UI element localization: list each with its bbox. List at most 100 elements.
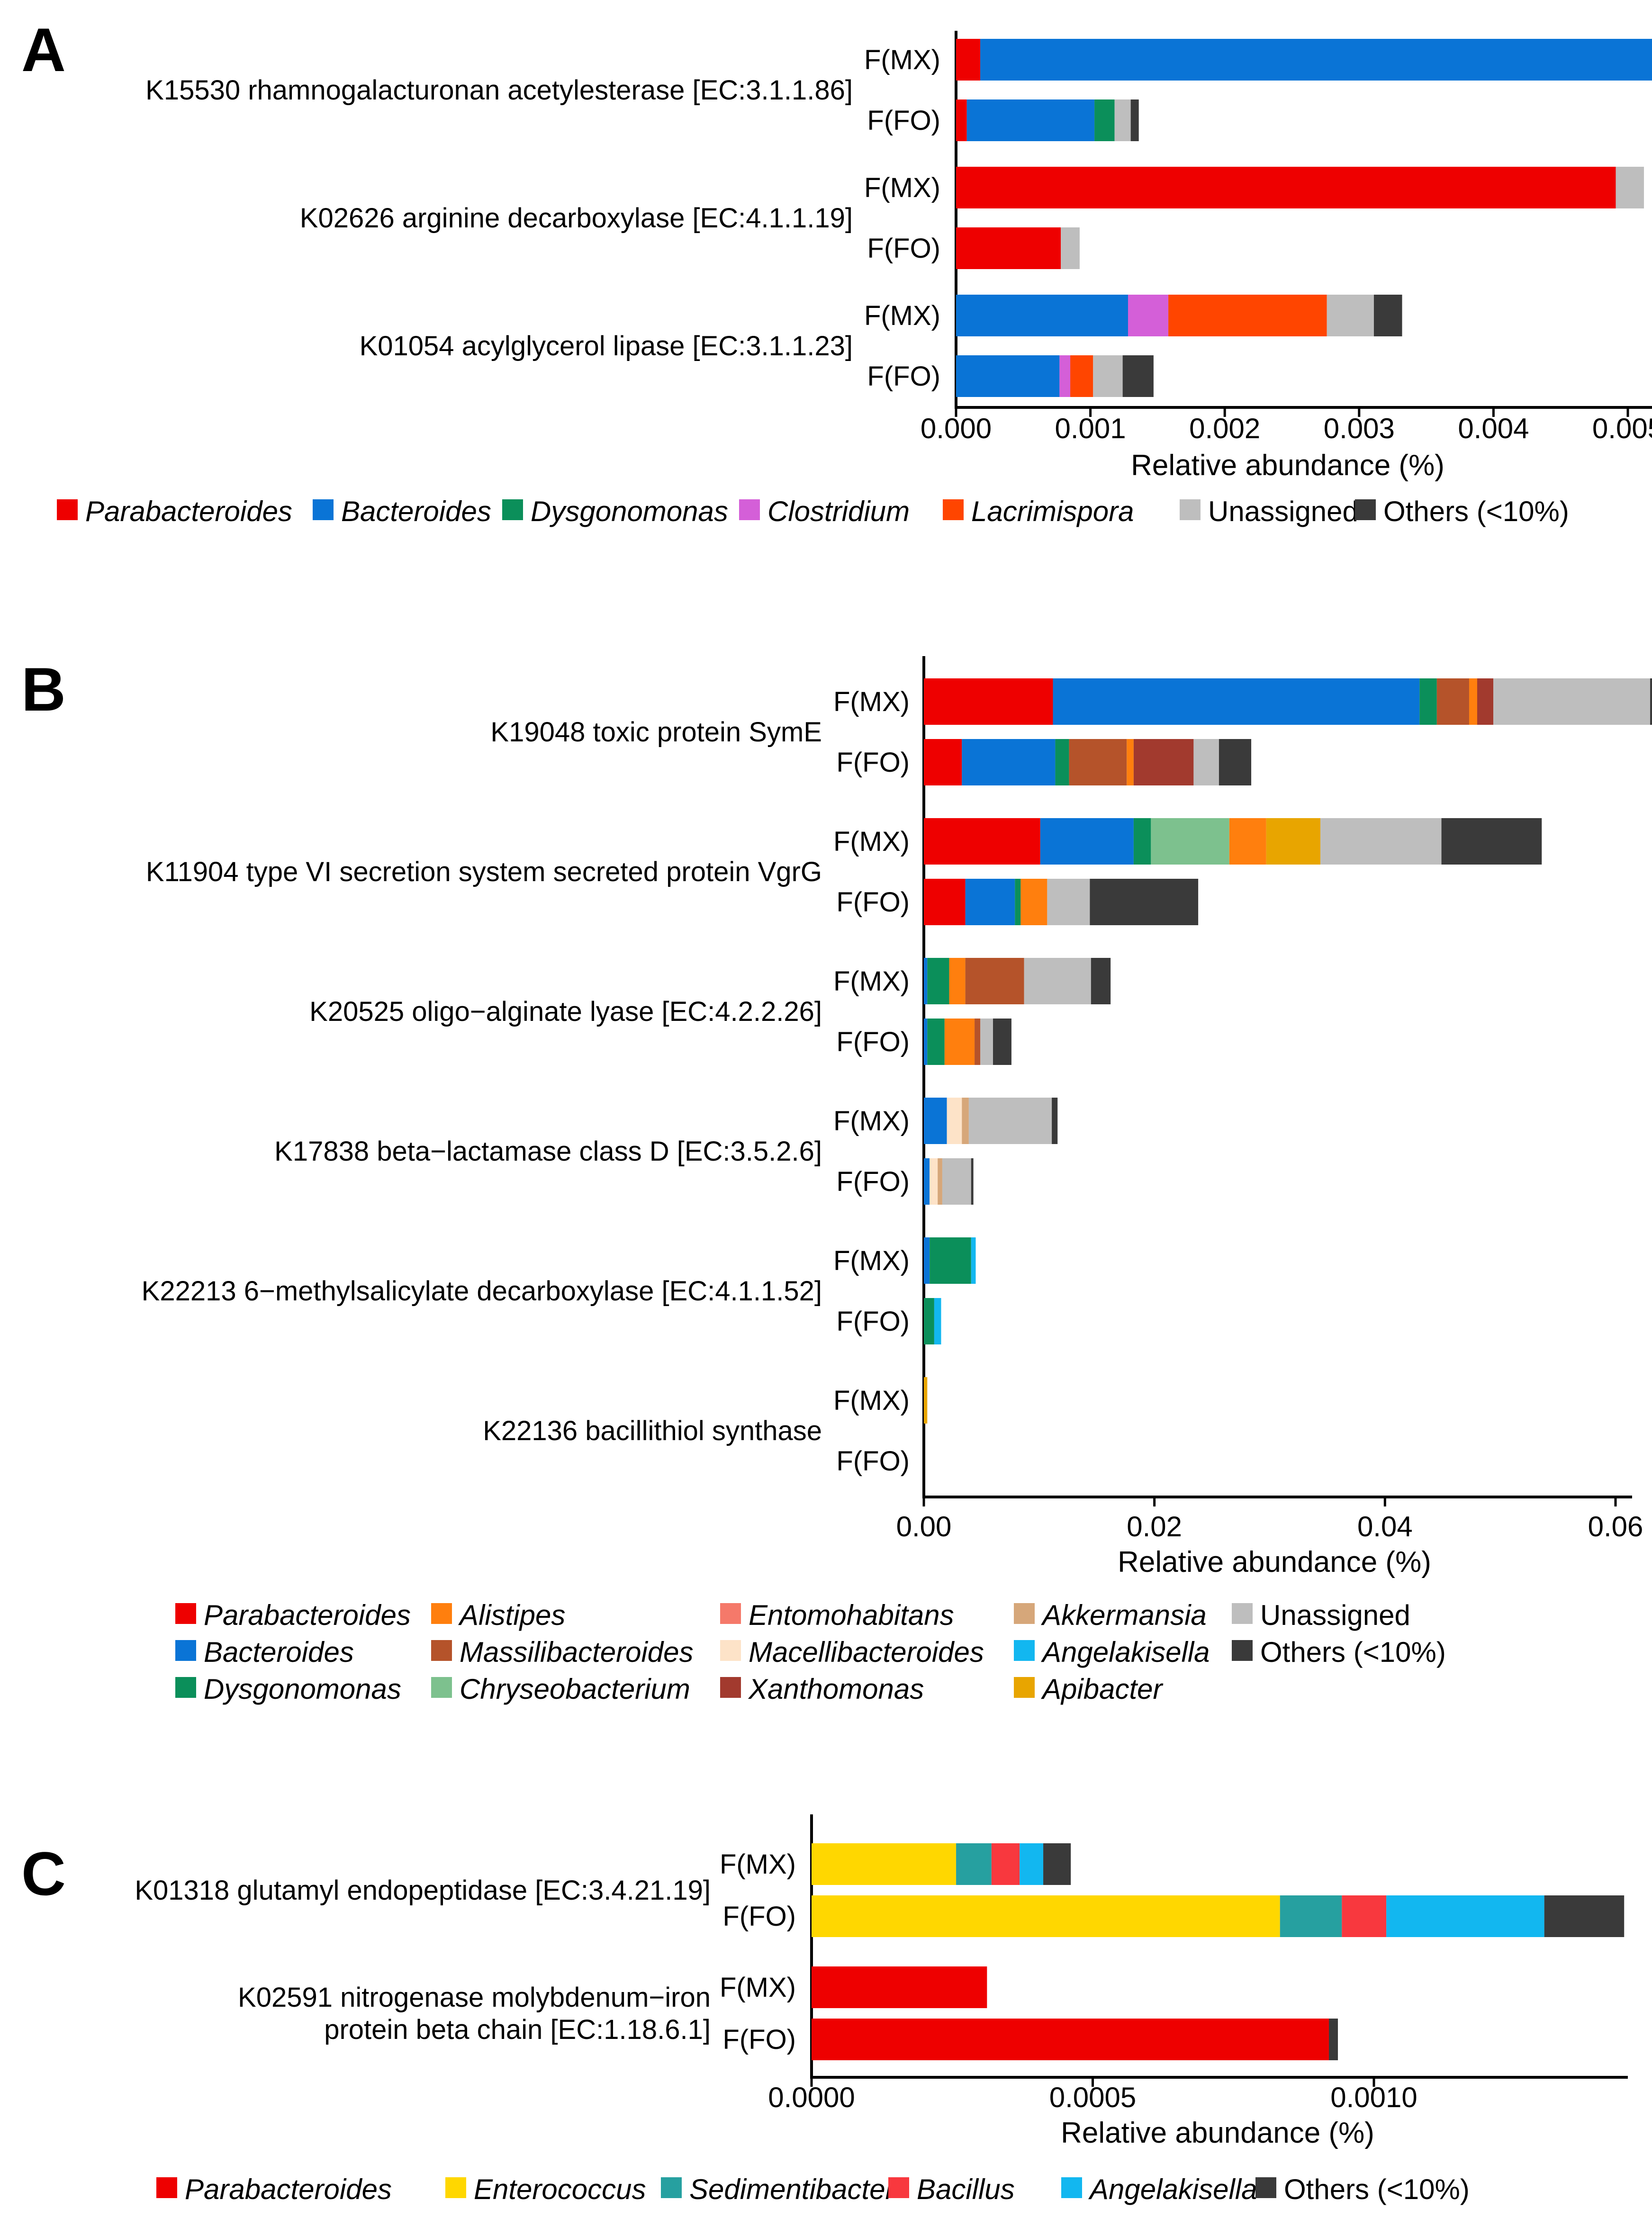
- x-tick-label: 0.04: [1357, 1511, 1413, 1542]
- bar-segment-others-10: [1329, 2019, 1338, 2060]
- legend-item-parabacteroides: Parabacteroides: [57, 496, 292, 527]
- panel-letter: B: [21, 655, 66, 724]
- legend-swatch: [888, 2177, 909, 2198]
- legend-swatch: [720, 1640, 741, 1661]
- bar-segment-unassigned: [1047, 879, 1090, 925]
- bar-segment-sedimentibacter: [1280, 1895, 1342, 1937]
- legend-label: Others (<10%): [1284, 2173, 1470, 2205]
- legend-label: Sedimentibacter: [689, 2173, 896, 2205]
- legend-label: Alistipes: [458, 1599, 565, 1631]
- bar-segment-parabacteroides: [812, 1966, 987, 2008]
- bar-group: K22136 bacillithiol synthase F(MX) F(FO): [483, 1377, 928, 1477]
- x-axis-title: Relative abundance (%): [1061, 2117, 1374, 2149]
- bar-segment-bacteroides: [924, 1158, 930, 1205]
- legend-item-dysgonomonas: Dysgonomonas: [502, 496, 728, 527]
- sample-label: F(MX): [720, 1849, 796, 1880]
- bar-segment-chryseobacterium: [1151, 818, 1229, 865]
- group-label: K22213 6−methylsalicylate decarboxylase …: [142, 1276, 822, 1307]
- sample-label: F(FO): [836, 1166, 910, 1197]
- bar-segment-enterococcus: [812, 1843, 957, 1885]
- legend-swatch: [445, 2177, 466, 2198]
- bar-segment-parabacteroides: [924, 818, 1040, 865]
- bar-segment-clostridium: [1128, 295, 1169, 336]
- bar-segment-others-10: [1052, 1098, 1058, 1144]
- bar-segment-others-10: [1650, 678, 1652, 725]
- legend-item-massilibacteroides: Massilibacteroides: [431, 1636, 694, 1668]
- bar-segment-apibacter: [924, 1377, 928, 1424]
- x-tick-label: 0.02: [1127, 1511, 1182, 1542]
- group-label: K02626 arginine decarboxylase [EC:4.1.1.…: [300, 203, 853, 234]
- sample-label: F(MX): [864, 45, 940, 75]
- legend-label: Dysgonomonas: [204, 1673, 401, 1705]
- bar-group: K01318 glutamyl endopeptidase [EC:3.4.21…: [135, 1843, 1625, 1937]
- sample-label: F(FO): [867, 233, 940, 264]
- legend-swatch: [175, 1640, 196, 1661]
- bar-segment-bacteroides: [924, 1237, 930, 1284]
- sample-label: F(FO): [836, 1027, 910, 1057]
- sample-label: F(MX): [864, 300, 940, 331]
- bar-segment-bacteroides: [962, 739, 1056, 785]
- panel-a: A 0.000 0.001 0.002 0.003 0.004 0.005 Relative …: [21, 15, 1652, 527]
- sample-label: F(MX): [864, 172, 940, 203]
- bar-segment-dysgonomonas: [927, 958, 949, 1004]
- legend-label: Clostridium: [767, 496, 910, 527]
- legend-label: Enterococcus: [474, 2173, 646, 2205]
- bar-group: K20525 oligo−alginate lyase [EC:4.2.2.26…: [309, 958, 1111, 1065]
- bar-segment-macellibacteroides: [947, 1098, 962, 1144]
- legend-swatch: [431, 1677, 452, 1698]
- bar-segment-others-10: [1373, 295, 1402, 336]
- sample-label: F(MX): [720, 1972, 796, 2003]
- bar-segment-bacteroides: [1053, 678, 1420, 725]
- bar-segment-others-10: [971, 1158, 974, 1205]
- legend-label: Massilibacteroides: [460, 1636, 694, 1668]
- bar-segment-dysgonomonas: [927, 1019, 945, 1065]
- legend-label: Chryseobacterium: [460, 1673, 690, 1705]
- legend-swatch: [720, 1677, 741, 1698]
- bar-segment-massilibacteroides: [1069, 739, 1127, 785]
- x-axis-title: Relative abundance (%): [1131, 449, 1444, 482]
- sample-label: F(FO): [836, 887, 910, 918]
- bar-segment-angelakisella: [971, 1237, 976, 1284]
- legend-swatch: [502, 499, 523, 520]
- bar-group: K02591 nitrogenase molybdenum−ironprotei…: [238, 1966, 1338, 2060]
- legend: Parabacteroides Enterococcus Sedimentibact…: [156, 2173, 1470, 2205]
- legend-swatch: [156, 2177, 177, 2198]
- legend-label: Lacrimispora: [971, 496, 1134, 527]
- legend-swatch: [313, 499, 334, 520]
- bar-segment-bacteroides: [924, 1019, 928, 1065]
- legend-label: Xanthomonas: [748, 1673, 924, 1705]
- sample-label: F(MX): [833, 966, 910, 997]
- legend-label: Bacillus: [917, 2173, 1015, 2205]
- legend-swatch: [175, 1677, 196, 1698]
- bar-segment-bacteroides: [956, 295, 1128, 336]
- legend: Parabacteroides Bacteroides Dysgonomonas Cl…: [57, 496, 1569, 527]
- x-tick-label: 0.002: [1189, 413, 1260, 444]
- legend-label: Others (<10%): [1383, 496, 1569, 527]
- bar-segment-unassigned: [1327, 295, 1374, 336]
- bar-segment-sedimentibacter: [956, 1843, 992, 1885]
- bar-segment-unassigned: [1024, 958, 1091, 1004]
- legend-item-others-10: Others (<10%): [1232, 1636, 1446, 1668]
- bar-segment-apibacter: [1266, 818, 1321, 865]
- bar-segment-akkermansia: [938, 1158, 942, 1205]
- bar-segment-parabacteroides: [924, 678, 1053, 725]
- legend-item-dysgonomonas: Dysgonomonas: [175, 1673, 401, 1705]
- group-label: K01318 glutamyl endopeptidase [EC:3.4.21…: [135, 1875, 711, 1906]
- legend-label: Angelakisella: [1088, 2173, 1257, 2205]
- legend-item-angelakisella: Angelakisella: [1061, 2173, 1257, 2205]
- legend-label: Parabacteroides: [185, 2173, 392, 2205]
- legend-item-clostridium: Clostridium: [739, 496, 910, 527]
- bar-segment-massilibacteroides: [965, 958, 1024, 1004]
- bar-segment-angelakisella: [934, 1298, 941, 1344]
- bar-segment-dysgonomonas: [1133, 818, 1151, 865]
- bar-segment-parabacteroides: [956, 227, 1061, 269]
- legend-item-bacteroides: Bacteroides: [175, 1636, 354, 1668]
- bar-segment-others-10: [1122, 355, 1154, 397]
- legend-swatch: [431, 1640, 452, 1661]
- bar-segment-unassigned: [1114, 99, 1131, 141]
- bar-segment-unassigned: [1616, 167, 1644, 208]
- legend-swatch: [943, 499, 964, 520]
- sample-label: F(FO): [836, 1306, 910, 1337]
- bar-segment-parabacteroides: [956, 99, 967, 141]
